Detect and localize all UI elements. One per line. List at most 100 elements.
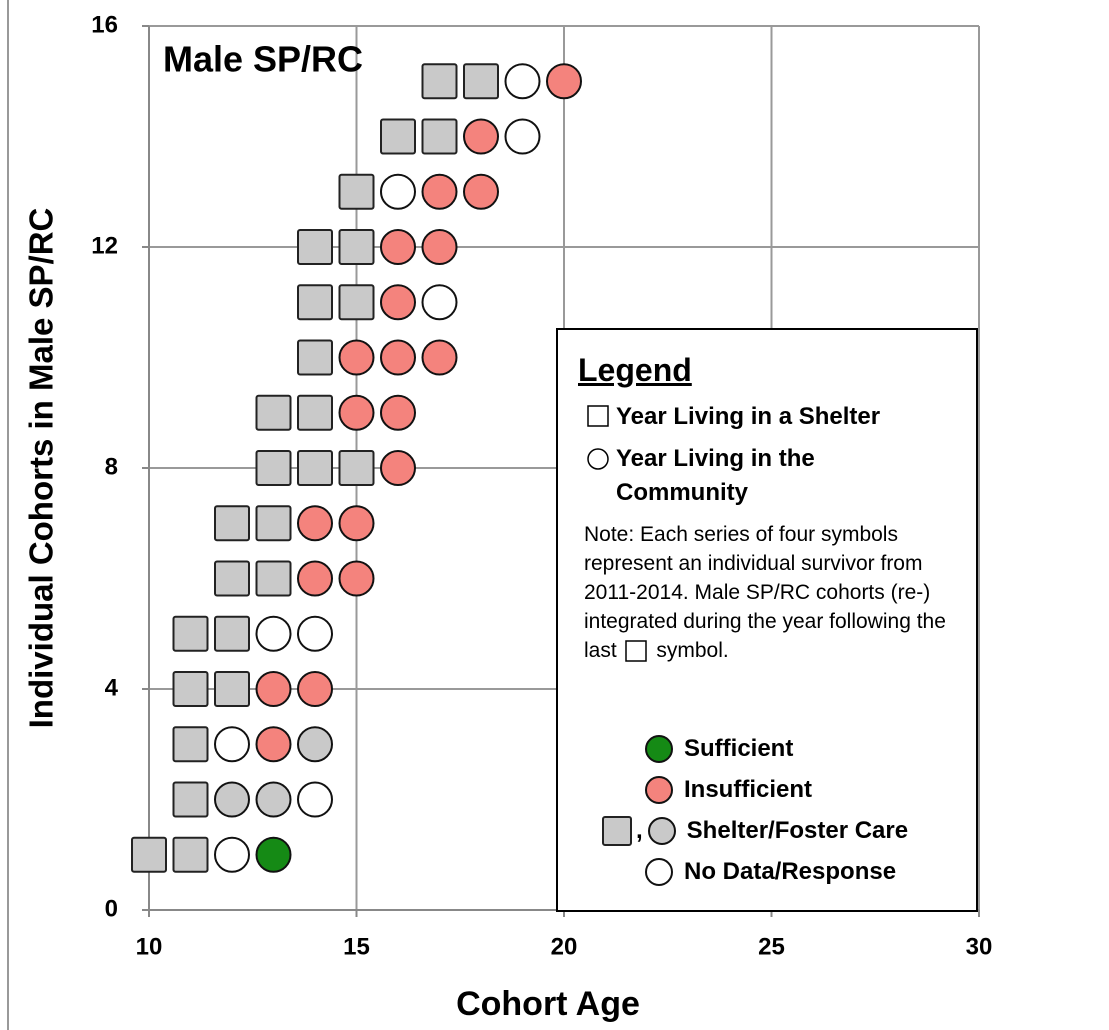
square-marker xyxy=(602,816,632,846)
circle-marker xyxy=(421,339,458,376)
legend-circle-icon xyxy=(587,448,609,470)
circle-marker xyxy=(421,173,458,210)
square-marker xyxy=(255,394,292,431)
circle-marker xyxy=(380,339,416,376)
circle-marker xyxy=(380,450,416,486)
square-marker xyxy=(214,560,250,597)
square-marker xyxy=(297,339,333,376)
circle-marker xyxy=(421,229,458,265)
circle-marker xyxy=(214,781,250,818)
circle-marker xyxy=(255,615,292,652)
square-marker xyxy=(172,781,209,818)
square-marker xyxy=(338,229,375,265)
x-tick-label: 10 xyxy=(136,933,163,960)
legend-icon xyxy=(645,735,673,763)
legend-icon xyxy=(645,858,673,886)
circle-marker xyxy=(255,836,292,873)
square-marker xyxy=(214,615,250,652)
circle-marker xyxy=(338,339,375,376)
circle-marker xyxy=(504,63,541,100)
circle-marker xyxy=(297,726,333,763)
square-marker xyxy=(380,118,416,155)
square-marker xyxy=(421,63,458,100)
square-marker xyxy=(131,836,167,873)
square-marker xyxy=(463,63,499,100)
y-tick-label: 16 xyxy=(91,11,118,38)
circle-marker xyxy=(255,781,292,818)
circle-marker xyxy=(338,394,375,431)
square-marker xyxy=(172,836,209,873)
legend-label: Insufficient xyxy=(684,776,813,803)
y-tick-label: 8 xyxy=(105,453,118,480)
circle-marker xyxy=(297,615,333,652)
square-marker xyxy=(297,229,333,265)
note-text: symbol. xyxy=(656,639,729,662)
square-marker xyxy=(255,450,292,486)
y-tick-label: 0 xyxy=(105,895,118,922)
note-square-icon xyxy=(624,640,647,663)
chart-title: Male SP/RC xyxy=(163,39,363,80)
circle-marker xyxy=(421,284,458,321)
square-marker xyxy=(297,284,333,321)
circle-marker xyxy=(380,284,416,321)
circle-marker xyxy=(338,505,375,542)
legend-icon xyxy=(602,816,632,846)
circle-marker xyxy=(297,560,333,597)
legend-entry: No Data/Response xyxy=(640,853,896,891)
square-marker xyxy=(297,450,333,486)
square-marker xyxy=(214,505,250,542)
circle-marker xyxy=(255,726,292,763)
square-marker xyxy=(172,615,209,652)
square-marker xyxy=(338,450,375,486)
note-text: Note: Each series of four symbols repres… xyxy=(584,523,946,662)
circle-marker xyxy=(214,726,250,763)
x-tick-label: 25 xyxy=(758,933,785,960)
circle-marker xyxy=(645,735,673,763)
legend-entry: Sufficient xyxy=(640,730,793,768)
y-tick-label: 4 xyxy=(105,674,119,701)
circle-marker xyxy=(297,505,333,542)
circle-marker xyxy=(338,560,375,597)
circle-marker xyxy=(297,781,333,818)
legend-entry: , Shelter/Foster Care xyxy=(598,812,908,850)
y-axis-label: Individual Cohorts in Male SP/RC xyxy=(23,208,60,729)
legend-label: Sufficient xyxy=(684,735,794,762)
circle-marker xyxy=(645,858,673,886)
circle-marker xyxy=(297,671,333,707)
legend-label: Year Living in the Community xyxy=(616,445,815,506)
circle-marker xyxy=(645,776,673,804)
circle-marker xyxy=(255,671,292,707)
square-marker xyxy=(338,284,375,321)
legend: Legend Year Living in a Shelter Year Liv… xyxy=(556,328,978,912)
y-tick-label: 12 xyxy=(91,232,118,259)
circle-marker xyxy=(463,173,499,210)
circle-marker xyxy=(380,229,416,265)
square-marker xyxy=(172,671,209,707)
circle-marker xyxy=(380,173,416,210)
marks xyxy=(131,63,582,873)
x-tick-label: 30 xyxy=(966,933,993,960)
legend-entry: Insufficient xyxy=(640,771,812,809)
legend-square-icon xyxy=(587,405,609,427)
legend-icon xyxy=(647,817,676,845)
legend-note: Note: Each series of four symbols repres… xyxy=(584,520,959,665)
square-marker xyxy=(421,118,458,155)
x-tick-label: 20 xyxy=(551,933,578,960)
legend-title: Legend xyxy=(578,352,692,388)
square-marker xyxy=(255,560,292,597)
circle-marker xyxy=(647,817,676,845)
circle-marker xyxy=(380,394,416,431)
legend-label: Shelter/Foster Care xyxy=(686,817,909,844)
legend-label: No Data/Response xyxy=(684,858,897,885)
legend-label: Year Living in a Shelter xyxy=(616,403,881,430)
circle-marker xyxy=(463,118,499,155)
square-marker xyxy=(338,173,375,210)
legend-icon xyxy=(645,776,673,804)
square-marker xyxy=(172,726,209,763)
legend-shape-entry: Year Living in the Community xyxy=(580,442,920,510)
square-marker xyxy=(255,505,292,542)
legend-separator: , xyxy=(636,817,643,844)
square-marker xyxy=(214,671,250,707)
x-tick-label: 15 xyxy=(343,933,370,960)
